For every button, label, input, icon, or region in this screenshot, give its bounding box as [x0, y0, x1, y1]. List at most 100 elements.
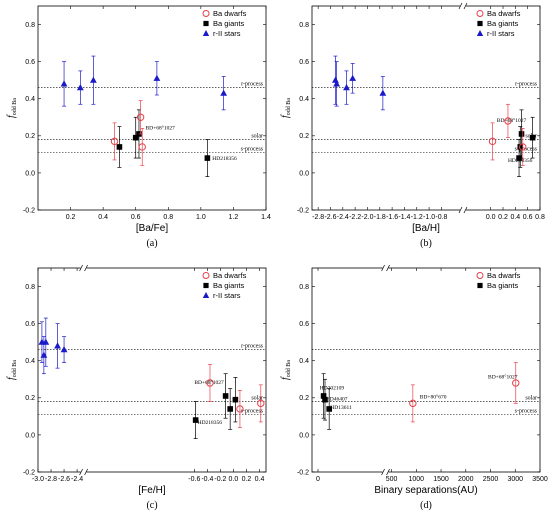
legend-label: Ba giants: [213, 19, 245, 28]
point-ba-giant: [192, 417, 199, 423]
x-tick-label: 0.8: [535, 214, 545, 221]
x-tick-label: -0.6: [188, 476, 200, 483]
axis-break-mark: [386, 468, 390, 476]
x-tick-label: 2500: [483, 476, 499, 483]
plot-frame: [37, 5, 267, 211]
x-tick-label: -2.0: [361, 214, 373, 221]
point-ba-dwarf: [512, 379, 520, 387]
chart-panel-c: r-processsolars-process-0.20.00.20.40.60…: [6, 264, 267, 511]
point-r-ii-star: [332, 76, 339, 83]
x-tick-label: -1.6: [386, 214, 398, 221]
legend-marker-giant: [477, 282, 483, 289]
y-axis-label: fodd Ba: [280, 360, 292, 380]
ref-line-label: s-process: [515, 409, 538, 415]
panel-caption: (d): [420, 500, 432, 511]
y-tick-label: 0.8: [299, 22, 309, 29]
x-tick-label: 0.6: [131, 214, 141, 221]
y-tick-label: 0.8: [25, 22, 35, 29]
x-tick-label: 3500: [532, 476, 548, 483]
point-r-ii-star: [60, 80, 68, 87]
point-ba-dwarf: [504, 117, 512, 125]
legend-label: Ba dwarfs: [213, 271, 247, 280]
legend-label: r-II stars: [213, 29, 241, 38]
y-tick-label: 0.4: [25, 358, 35, 365]
point-r-ii-star: [379, 89, 387, 96]
x-tick-label: 0.0: [486, 214, 496, 221]
legend-label: Ba dwarfs: [213, 9, 247, 18]
star-annotation: HD218356: [212, 156, 237, 162]
x-tick-label: -1.2: [411, 214, 423, 221]
ref-line-label: solar: [525, 396, 537, 402]
x-tick-label: -2.2: [349, 214, 361, 221]
ref-line-label: s-process: [241, 147, 264, 153]
point-ba-giant: [322, 396, 328, 403]
point-r-ii-star: [89, 76, 97, 83]
y-tick-label: 0.8: [25, 284, 35, 291]
chart-panel-b: r-processsolars-process-0.20.00.20.40.60…: [280, 2, 545, 249]
x-tick-label: 0.6: [523, 214, 533, 221]
panel-caption: (c): [146, 500, 157, 511]
legend-label: r-II stars: [487, 29, 515, 38]
axis-break-gap: [459, 3, 466, 9]
axis-break-gap: [382, 469, 389, 475]
point-ba-giant: [132, 134, 139, 141]
axis-break-gap: [80, 265, 87, 271]
y-axis-label: fodd Ba: [6, 98, 18, 118]
x-tick-label: 1000: [409, 476, 425, 483]
x-tick-label: 3000: [507, 476, 523, 483]
y-tick-label: -0.2: [297, 207, 309, 214]
y-tick-label: 0.2: [25, 133, 35, 140]
axis-break-gap: [382, 265, 389, 271]
plot-frame: [37, 267, 267, 473]
y-tick-label: 0.4: [25, 96, 35, 103]
y-tick-label: 0.6: [25, 59, 35, 66]
star-annotation: BD+68°1027: [194, 379, 224, 386]
point-r-ii-star: [333, 80, 341, 87]
point-ba-dwarf: [409, 399, 417, 408]
panel-caption: (a): [146, 238, 157, 249]
legend-label: Ba giants: [487, 19, 519, 28]
point-ba-dwarf: [110, 137, 119, 146]
point-ba-giant: [227, 406, 233, 412]
point-r-ii-star: [60, 346, 68, 353]
ref-line-label: r-process: [515, 82, 538, 88]
legend-marker-r-ii: [202, 292, 210, 298]
x-tick-label: -2.4: [71, 476, 83, 483]
star-annotation: BD+68°1027: [488, 373, 518, 380]
legend-label: Ba dwarfs: [487, 271, 521, 280]
point-ba-giant: [517, 144, 524, 150]
point-ba-giant: [326, 406, 332, 412]
point-ba-giant: [518, 131, 525, 137]
y-tick-label: 0.6: [299, 321, 309, 328]
chart-panel-a: r-process solar s-process -0.2 0.0 0.2 0.4 0.6 0…: [6, 5, 271, 249]
point-ba-dwarf: [519, 143, 527, 151]
legend-label: Ba dwarfs: [487, 9, 521, 18]
ref-line-label: s-process: [241, 409, 264, 415]
x-tick-label: 500: [386, 476, 398, 483]
x-tick-label: -0.8: [435, 214, 447, 221]
legend-label: Ba giants: [487, 281, 519, 290]
ref-line-label: s-process: [515, 147, 538, 153]
axis-break-mark: [463, 2, 468, 10]
x-tick-label: -0.4: [201, 476, 213, 483]
ref-line-label: solar: [251, 396, 263, 402]
x-tick-label: -1.8: [374, 214, 386, 221]
axis-break-mark: [84, 264, 88, 272]
y-axis-label: fodd Ba: [280, 98, 292, 118]
axis-break-mark: [386, 264, 390, 272]
legend-marker-dwarf: [202, 10, 210, 17]
x-tick-label: -2.6: [324, 214, 336, 221]
y-tick-label: 0.6: [299, 59, 309, 66]
axis-break-mark: [84, 468, 88, 476]
point-ba-giant: [516, 155, 522, 161]
x-tick-label: -2.6: [58, 476, 70, 483]
axis-break-gap: [80, 469, 87, 475]
axis-break-mark: [79, 264, 83, 272]
x-tick-label: 0.2: [66, 214, 76, 221]
x-tick-label: 2000: [458, 476, 474, 483]
x-axis-label: [Fe/H]: [138, 485, 165, 496]
y-tick-label: 0.2: [299, 133, 309, 140]
x-tick-label: 0: [316, 476, 320, 483]
